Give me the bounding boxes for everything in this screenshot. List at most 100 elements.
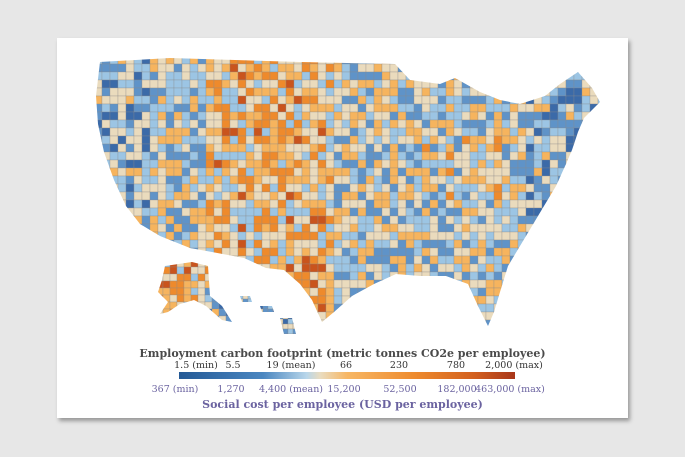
county-cell [381, 87, 391, 97]
county-cell [581, 119, 591, 129]
county-cell [333, 79, 343, 89]
county-cell [493, 71, 503, 81]
county-cell [173, 151, 183, 161]
county-cell [405, 175, 415, 185]
county-cell [413, 255, 423, 265]
county-cell [469, 295, 479, 305]
county-cell [301, 167, 311, 177]
county-cell [341, 175, 351, 185]
county-cell [589, 135, 599, 145]
county-cell [525, 103, 535, 113]
county-cell [501, 295, 511, 305]
county-cell [229, 167, 239, 177]
county-cell [141, 71, 151, 81]
county-cell [253, 183, 263, 193]
county-cell [245, 71, 255, 81]
county-cell [309, 279, 319, 289]
county-cell [197, 294, 206, 303]
county-cell [477, 63, 487, 73]
county-cell [541, 135, 551, 145]
county-cell [245, 167, 255, 177]
county-cell [109, 151, 119, 161]
county-cell [269, 263, 279, 273]
county-cell [365, 223, 375, 233]
county-cell [589, 151, 599, 161]
county-cell [421, 223, 431, 233]
county-cell [341, 207, 351, 217]
county-cell [357, 119, 367, 129]
social-cost-legend-title: Social cost per employee (USD per employ… [202, 398, 483, 411]
county-cell [221, 103, 231, 113]
county-cell [453, 271, 463, 281]
county-cell [597, 271, 600, 281]
county-cell [213, 255, 223, 265]
county-cell [453, 295, 463, 305]
county-cell [542, 328, 550, 336]
county-cell [277, 333, 284, 334]
county-cell [421, 247, 431, 257]
county-cell [117, 119, 127, 129]
county-cell [237, 127, 247, 137]
county-cell [205, 175, 215, 185]
county-cell [317, 279, 327, 289]
county-cell [469, 87, 479, 97]
county-cell [581, 71, 591, 81]
county-cell [557, 87, 567, 97]
county-cell [285, 58, 295, 65]
county-cell [429, 63, 439, 73]
county-cell [183, 308, 192, 317]
county-cell [349, 167, 359, 177]
county-cell [157, 79, 167, 89]
county-cell [445, 215, 455, 225]
county-cell [242, 303, 249, 310]
county-cell [509, 231, 519, 241]
county-cell [125, 63, 135, 73]
county-cell [309, 167, 319, 177]
county-cell [149, 295, 159, 305]
county-cell [469, 58, 479, 65]
county-cell [557, 167, 567, 177]
county-cell [533, 311, 543, 321]
county-cell [109, 71, 119, 81]
county-cell [101, 231, 111, 241]
county-cell [213, 119, 223, 129]
county-cell [253, 79, 263, 89]
county-cell [181, 199, 191, 209]
county-cell [149, 103, 159, 113]
county-cell [125, 71, 135, 81]
county-cell [189, 311, 199, 321]
county-cell [477, 119, 487, 129]
county-cell [205, 215, 215, 225]
county-cell [541, 103, 551, 113]
county-cell [429, 215, 439, 225]
county-cell [197, 63, 207, 73]
county-cell [309, 191, 319, 201]
county-cell [397, 143, 407, 153]
county-cell [157, 95, 167, 105]
county-cell [261, 103, 271, 113]
county-cell [181, 143, 191, 153]
county-cell [485, 167, 495, 177]
county-cell [285, 199, 295, 209]
county-cell [117, 207, 127, 217]
county-cell [421, 167, 431, 177]
county-cell [413, 207, 423, 217]
county-cell [413, 159, 423, 169]
county-cell [597, 111, 600, 121]
county-cell [477, 79, 487, 89]
county-cell [205, 151, 215, 161]
county-cell [225, 308, 232, 317]
county-cell [357, 87, 367, 97]
county-cell [597, 79, 600, 89]
county-cell [247, 328, 254, 334]
county-cell [557, 271, 567, 281]
county-cell [413, 287, 423, 297]
county-cell [96, 58, 103, 65]
county-cell [525, 247, 535, 257]
county-cell [301, 263, 311, 273]
county-cell [573, 95, 583, 105]
county-cell [581, 103, 591, 113]
county-cell [212, 323, 219, 330]
county-cell [461, 71, 471, 81]
county-cell [597, 191, 600, 201]
